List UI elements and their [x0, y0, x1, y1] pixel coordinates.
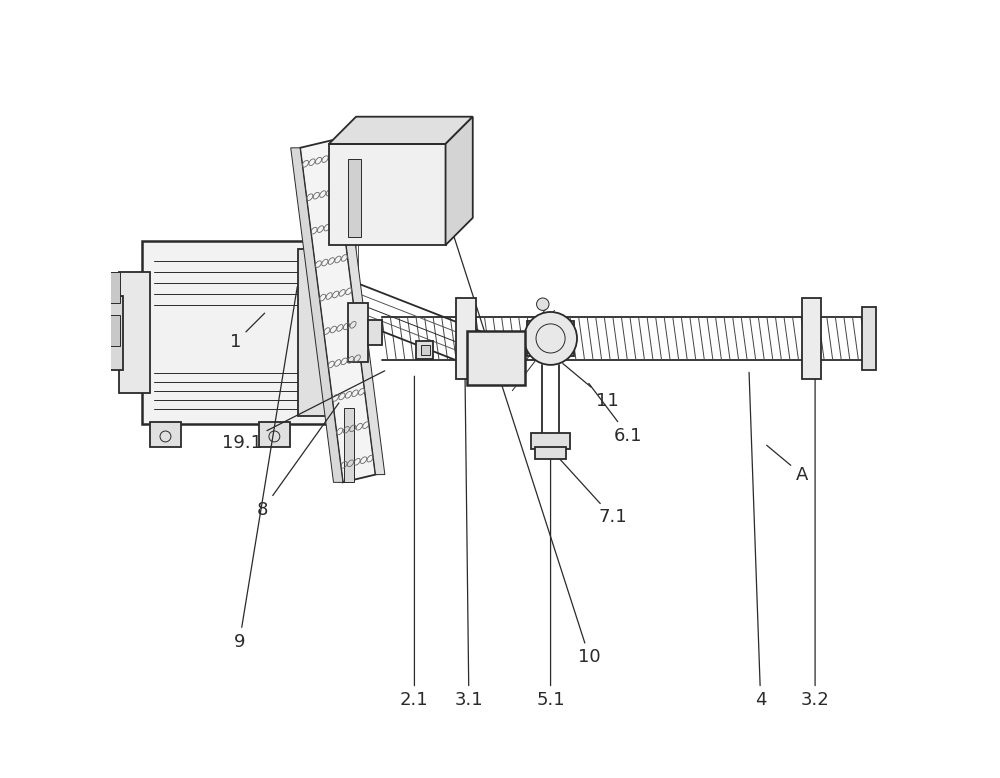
- Text: 8: 8: [257, 403, 339, 519]
- Bar: [259, 422, 290, 447]
- Bar: [802, 298, 821, 379]
- Text: A: A: [767, 445, 808, 484]
- Bar: [456, 298, 476, 379]
- Polygon shape: [348, 159, 361, 237]
- Text: 19.1: 19.1: [222, 371, 385, 453]
- Bar: [348, 303, 368, 363]
- Text: 6.1: 6.1: [589, 384, 643, 445]
- Bar: [142, 241, 329, 424]
- Text: 9: 9: [234, 287, 297, 651]
- Bar: [108, 272, 120, 303]
- Bar: [368, 321, 382, 345]
- Polygon shape: [329, 144, 446, 245]
- Text: 3.2: 3.2: [801, 377, 829, 710]
- Bar: [527, 321, 574, 356]
- Bar: [119, 272, 150, 393]
- Bar: [416, 341, 433, 359]
- Text: 1: 1: [230, 314, 265, 352]
- Text: 5.1: 5.1: [536, 454, 565, 710]
- Text: 7.1: 7.1: [537, 434, 627, 527]
- Bar: [862, 307, 876, 370]
- Text: 11: 11: [563, 363, 619, 410]
- Text: 4: 4: [749, 373, 766, 710]
- Text: 10: 10: [443, 201, 601, 667]
- Polygon shape: [446, 117, 473, 245]
- Bar: [531, 433, 570, 449]
- Polygon shape: [329, 117, 473, 144]
- Text: 3.1: 3.1: [455, 377, 483, 710]
- Bar: [108, 315, 120, 346]
- Polygon shape: [467, 331, 525, 385]
- Polygon shape: [333, 140, 385, 475]
- Circle shape: [537, 298, 549, 310]
- Bar: [298, 249, 329, 416]
- Polygon shape: [291, 148, 343, 482]
- Polygon shape: [300, 140, 376, 482]
- Circle shape: [524, 312, 577, 365]
- Text: 2.1: 2.1: [400, 377, 429, 710]
- Bar: [421, 345, 430, 355]
- Polygon shape: [344, 408, 354, 482]
- Bar: [103, 296, 123, 370]
- Bar: [535, 447, 566, 459]
- Bar: [150, 422, 181, 447]
